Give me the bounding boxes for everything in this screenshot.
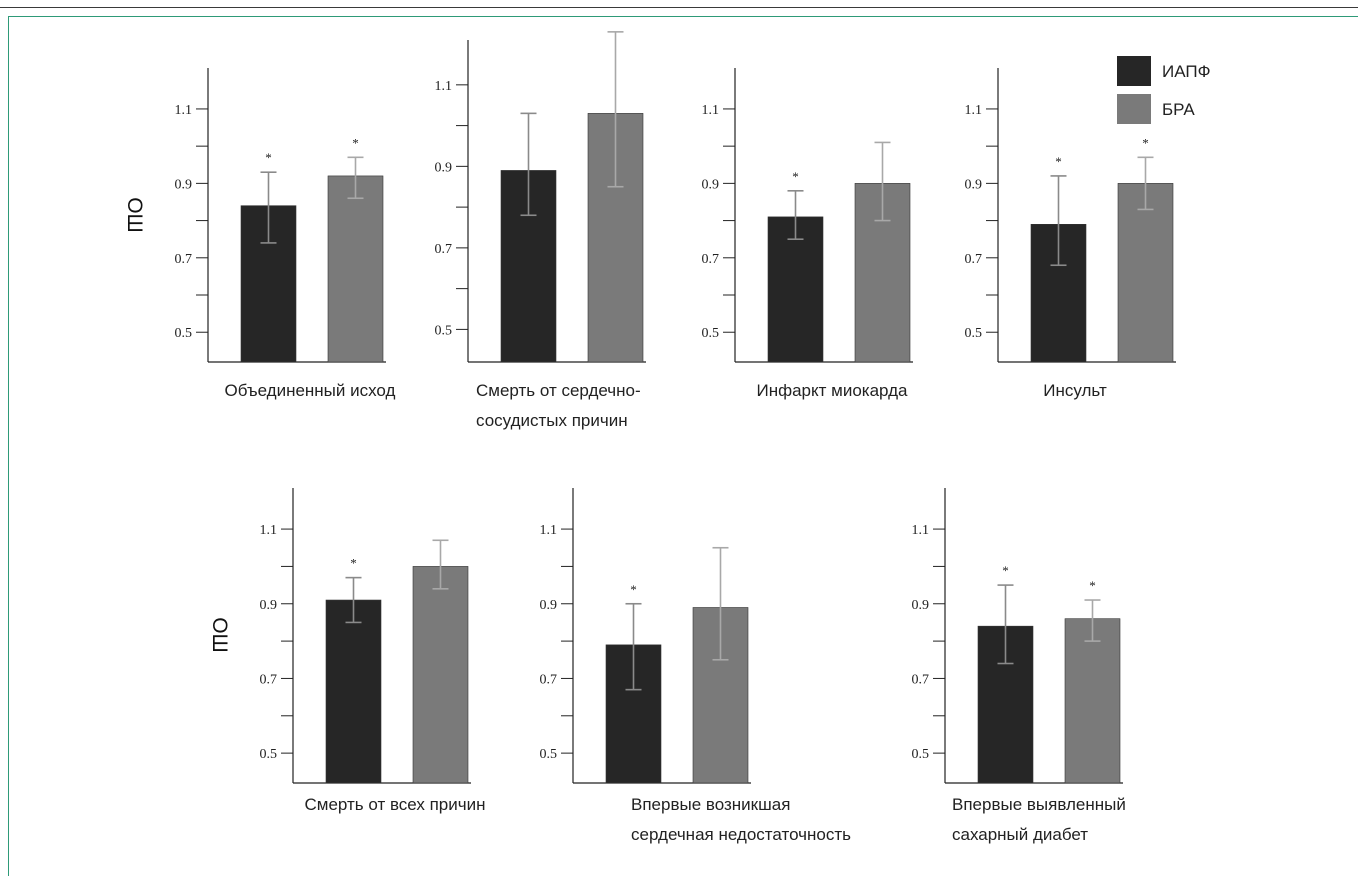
y-tick-label: 1.1 [702, 103, 720, 118]
significance-star: * [1055, 154, 1062, 169]
bar [1064, 618, 1121, 784]
category-label: Инфаркт миокарда [757, 381, 909, 400]
y-tick-label: 0.9 [702, 177, 720, 192]
y-tick-label: 0.9 [435, 160, 453, 175]
figure-frame [8, 16, 1358, 876]
category-label: сердечная недостаточность [631, 825, 851, 844]
category-label: Впервые выявленный [952, 795, 1126, 814]
y-tick-label: 0.7 [435, 242, 453, 257]
y-tick-label: 1.1 [175, 103, 193, 118]
bar [327, 175, 384, 363]
y-tick-label: 0.5 [702, 326, 720, 341]
y-tick-label: 0.5 [965, 326, 983, 341]
y-tick-label: 0.5 [175, 326, 193, 341]
category-label: Объединенный исход [225, 381, 396, 400]
significance-star: * [1142, 135, 1149, 150]
y-tick-label: 1.1 [912, 523, 930, 538]
y-axis-label: ОШ [123, 197, 146, 233]
y-tick-label: 0.9 [912, 598, 930, 613]
significance-star: * [1089, 578, 1096, 593]
y-tick-label: 0.7 [260, 672, 278, 687]
category-label: Смерть от всех причин [305, 795, 486, 814]
y-tick-label: 0.5 [435, 323, 453, 338]
category-label: Смерть от сердечно- [476, 381, 641, 400]
category-label: Инсульт [1043, 381, 1107, 400]
significance-star: * [630, 582, 637, 597]
significance-star: * [352, 135, 359, 150]
legend-swatch [1117, 56, 1151, 86]
y-tick-label: 1.1 [540, 523, 558, 538]
significance-star: * [1002, 563, 1009, 578]
y-tick-label: 0.5 [912, 747, 930, 762]
legend-swatch [1117, 94, 1151, 124]
y-tick-label: 0.9 [540, 598, 558, 613]
top-rule [0, 7, 1358, 8]
significance-star: * [792, 169, 799, 184]
y-axis-label: ОШ [208, 617, 231, 653]
y-tick-label: 0.9 [260, 598, 278, 613]
category-label: сахарный диабет [952, 825, 1088, 844]
significance-star: * [265, 150, 272, 165]
bar [325, 599, 382, 784]
category-label: Впервые возникшая [631, 795, 790, 814]
y-tick-label: 0.7 [175, 252, 193, 267]
y-tick-label: 1.1 [260, 523, 278, 538]
y-tick-label: 0.7 [702, 252, 720, 267]
y-tick-label: 0.5 [540, 747, 558, 762]
y-tick-label: 0.7 [965, 252, 983, 267]
y-tick-label: 1.1 [965, 103, 983, 118]
bar [412, 566, 469, 784]
y-tick-label: 0.9 [965, 177, 983, 192]
legend-label: ИАПФ [1162, 62, 1211, 81]
y-tick-label: 0.7 [540, 672, 558, 687]
category-label: сосудистых причин [476, 411, 628, 430]
y-tick-label: 1.1 [435, 79, 453, 94]
y-tick-label: 0.5 [260, 747, 278, 762]
legend-label: БРА [1162, 100, 1195, 119]
y-tick-label: 0.9 [175, 177, 193, 192]
significance-star: * [350, 556, 357, 571]
bar [1117, 183, 1174, 363]
bar [767, 216, 824, 363]
y-tick-label: 0.7 [912, 672, 930, 687]
